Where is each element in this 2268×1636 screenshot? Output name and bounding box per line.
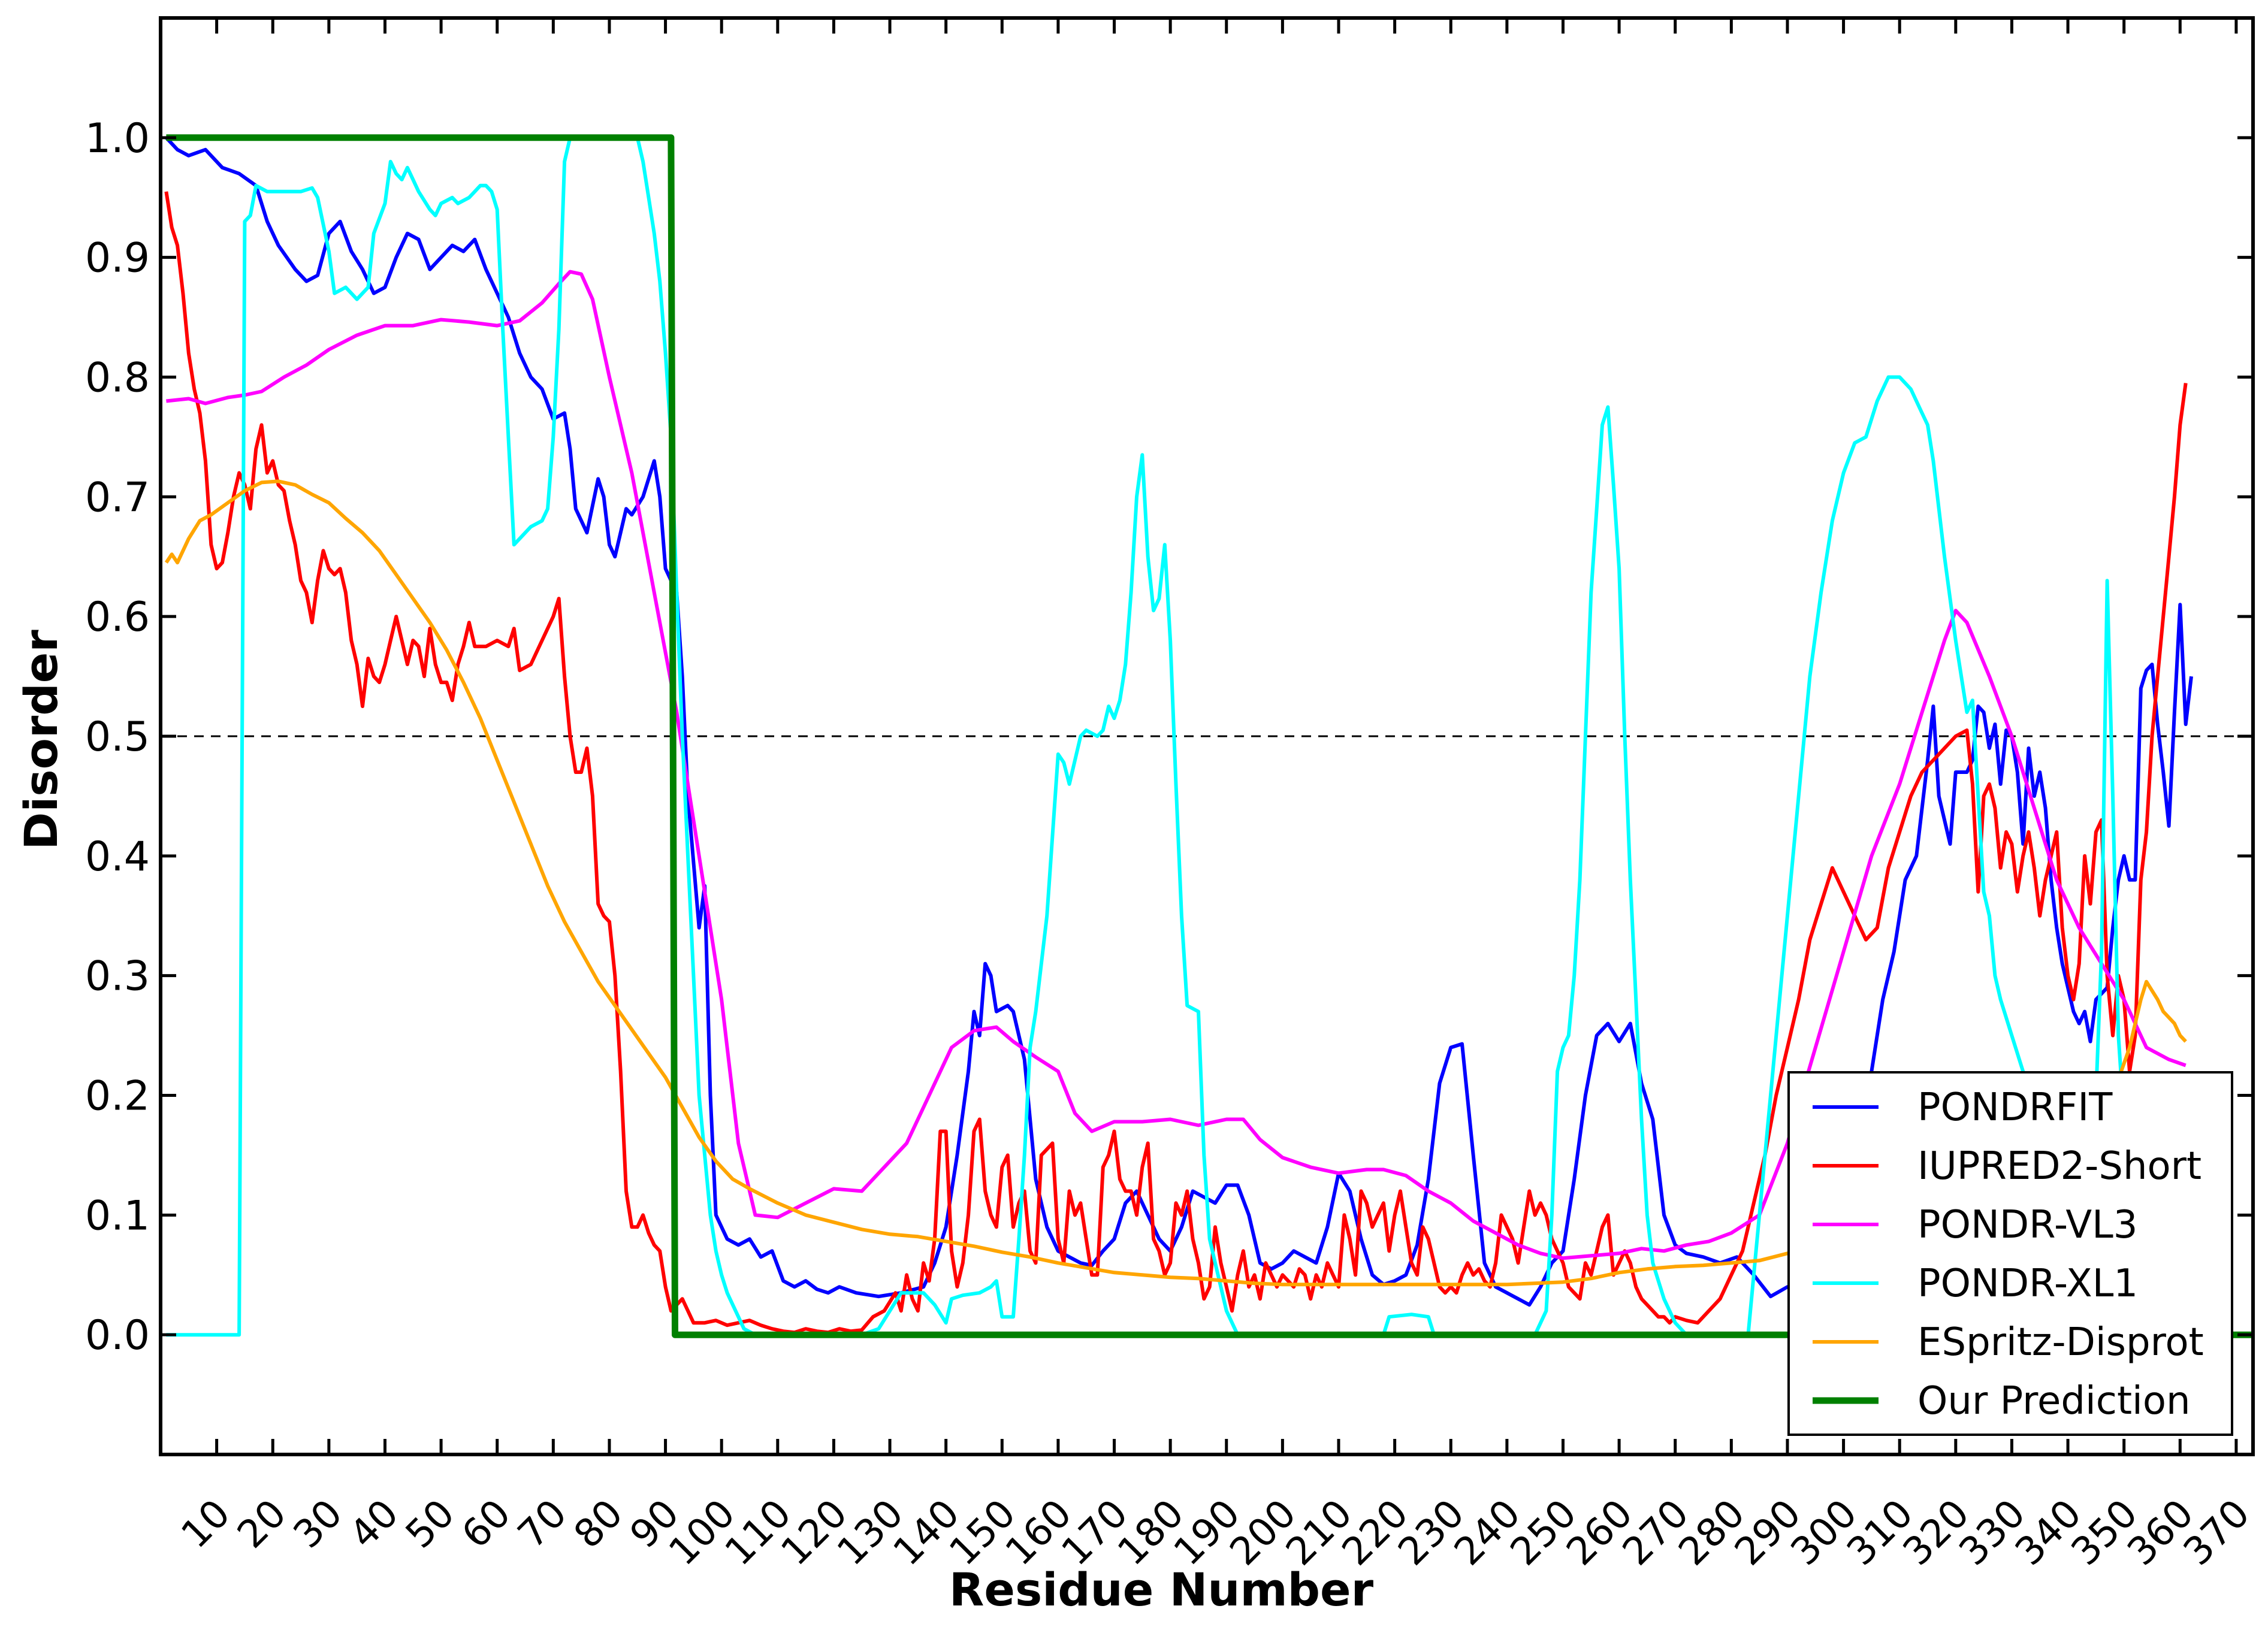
x-tick-label: 60 xyxy=(454,1491,520,1557)
x-tick-label: 370 xyxy=(2175,1491,2258,1574)
legend-label: PONDR-VL3 xyxy=(1917,1203,2138,1247)
series-line-pondrfit xyxy=(165,136,2193,1307)
y-tick-label: 0.5 xyxy=(85,713,150,761)
x-tick-label: 10 xyxy=(173,1491,239,1557)
y-axis-label: Disorder xyxy=(14,630,68,850)
series-line-pondr-vl3 xyxy=(166,270,2187,1260)
x-tick-label: 50 xyxy=(397,1491,463,1557)
series-line-pondr-xl1 xyxy=(166,135,2143,1337)
x-tick-label: 30 xyxy=(285,1491,351,1557)
y-tick-label: 0.6 xyxy=(85,594,150,641)
y-tick-label: 0.4 xyxy=(85,833,150,881)
legend-label: ESpritz-Disprot xyxy=(1917,1320,2204,1365)
x-tick-label: 40 xyxy=(342,1491,407,1557)
x-tick-label: 20 xyxy=(229,1491,295,1557)
legend: PONDRFIT IUPRED2-Short PONDR-VL3 PONDR-XL1 E… xyxy=(1787,1071,2233,1436)
y-tick-label: 0.8 xyxy=(85,355,150,402)
y-tick-label: 0.3 xyxy=(85,953,150,1000)
y-tick-label: 1.0 xyxy=(85,115,150,162)
y-tick-label: 0.7 xyxy=(85,474,150,521)
x-axis-label: Residue Number xyxy=(949,1563,1374,1616)
series-line-iupred2-short xyxy=(164,191,2188,1335)
series-line-our-prediction xyxy=(166,134,2253,1338)
y-tick-label: 0.2 xyxy=(85,1073,150,1120)
y-tick-label: 0.9 xyxy=(85,235,150,282)
legend-label: PONDR-XL1 xyxy=(1917,1262,2138,1306)
legend-box xyxy=(1787,1071,2233,1436)
y-tick-label: 0.0 xyxy=(85,1312,150,1359)
x-tick-label: 80 xyxy=(566,1491,632,1557)
y-tick-label: 0.1 xyxy=(85,1192,150,1239)
x-tick-label: 70 xyxy=(510,1491,576,1557)
legend-label: IUPRED2-Short xyxy=(1917,1144,2201,1189)
legend-label: PONDRFIT xyxy=(1917,1085,2113,1130)
legend-label: Our Prediction xyxy=(1917,1379,2191,1423)
